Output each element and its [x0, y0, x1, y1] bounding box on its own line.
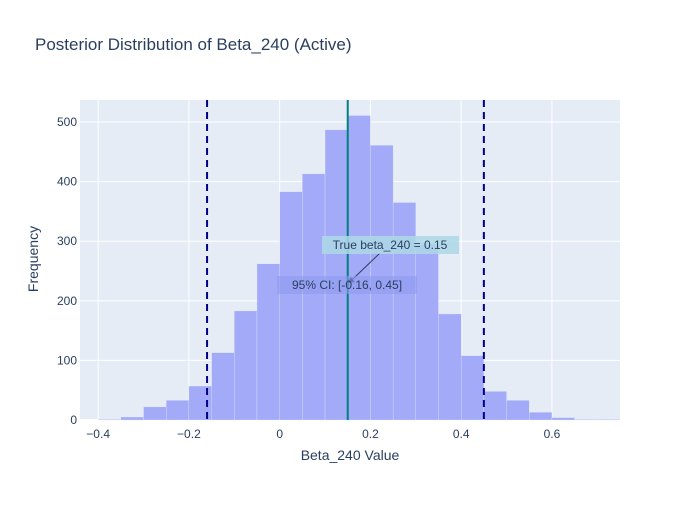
true-label-box — [322, 236, 459, 254]
histogram-bar — [438, 313, 462, 421]
histogram-bar — [529, 412, 553, 421]
y-tick-label: 200 — [57, 294, 77, 308]
x-tick-label: −0.2 — [177, 427, 201, 441]
histogram-bar — [234, 310, 258, 421]
histogram-bar — [551, 417, 575, 421]
x-axis-ticks: −0.4 −0.2 0 0.2 0.4 0.6 — [86, 427, 560, 441]
histogram-bar — [98, 419, 121, 421]
histogram-bar — [415, 244, 439, 421]
histogram-bar — [302, 173, 326, 421]
reference-lines — [206, 100, 485, 420]
histogram-bar — [166, 400, 190, 421]
ci-label-box — [277, 276, 417, 294]
histogram-bar — [483, 391, 507, 421]
histogram-bar — [324, 129, 348, 421]
histogram-bar — [597, 419, 621, 421]
y-tick-label: 500 — [57, 115, 77, 129]
annotations: True beta_240 = 0.15 95% CI: [-0.16, 0.45… — [277, 236, 459, 294]
histogram-bar — [347, 115, 371, 421]
ci-label: 95% CI: [-0.16, 0.45] — [292, 278, 402, 292]
y-axis-label: Frequency — [25, 226, 41, 292]
histogram-bar — [120, 416, 144, 421]
histogram-bar — [279, 191, 303, 421]
x-axis-label: Beta_240 Value — [301, 447, 400, 463]
x-tick-label: 0 — [276, 427, 283, 441]
y-tick-label: 300 — [57, 234, 77, 248]
histogram-bar — [392, 202, 416, 421]
x-tick-label: 0.6 — [544, 427, 561, 441]
histogram-bars — [98, 115, 621, 421]
histogram-bar — [143, 406, 167, 421]
histogram-bar — [211, 352, 235, 421]
x-tick-label: 0.2 — [362, 427, 379, 441]
histogram-bar — [506, 400, 530, 421]
chart-title: Posterior Distribution of Beta_240 (Acti… — [35, 35, 352, 54]
histogram-bar — [188, 385, 212, 421]
histogram-bar — [461, 355, 485, 421]
y-tick-label: 400 — [57, 175, 77, 189]
y-tick-label: 0 — [70, 413, 77, 427]
histogram-bar — [256, 263, 280, 421]
y-axis-ticks: 0 100 200 300 400 500 — [57, 115, 77, 427]
true-value-label: True beta_240 = 0.15 — [333, 238, 448, 252]
x-tick-label: 0.4 — [453, 427, 470, 441]
y-tick-label: 100 — [57, 353, 77, 367]
histogram-bar — [574, 419, 598, 421]
x-tick-label: −0.4 — [86, 427, 110, 441]
